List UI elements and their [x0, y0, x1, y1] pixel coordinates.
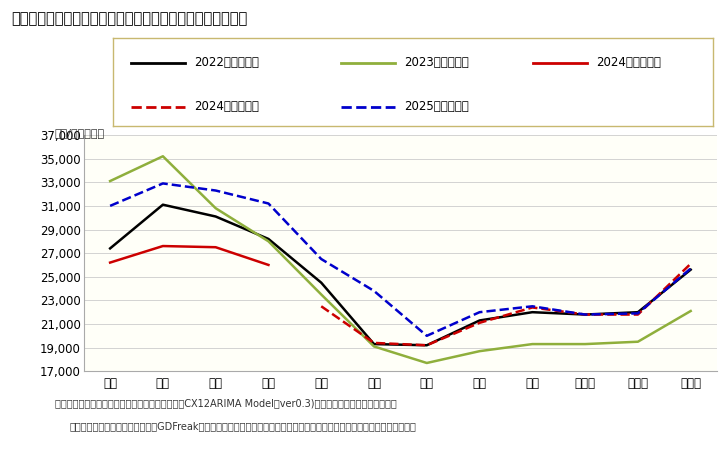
Text: 2024年（実績）: 2024年（実績）: [596, 56, 661, 69]
Text: 2025年（予測）: 2025年（予測）: [404, 100, 469, 113]
Text: （円/月・世帯）: （円/月・世帯）: [55, 128, 105, 138]
Text: 2022年（実績）: 2022年（実績）: [194, 56, 258, 69]
Text: 「二人以上世帯」の１世帯当たり消費支出額の１２ケ月予測: 「二人以上世帯」の１世帯当たり消費支出額の１２ケ月予測: [11, 11, 248, 26]
Text: 出所：家計調査（二人以上世帯）（総務省）を基CX12ARIMA Model（ver0.3)により各月の曜日構成、月末稼: 出所：家計調査（二人以上世帯）（総務省）を基CX12ARIMA Model（ve…: [55, 398, 396, 408]
Text: 日、うるう年の違いを織り込んでGDFreak予測。なお、東日本大震災後の影響については、モデルにダミー変数を立て対応。: 日、うるう年の違いを織り込んでGDFreak予測。なお、東日本大震災後の影響につ…: [69, 421, 416, 431]
Text: 2023年（実績）: 2023年（実績）: [404, 56, 469, 69]
Text: 2024年（予測）: 2024年（予測）: [194, 100, 258, 113]
